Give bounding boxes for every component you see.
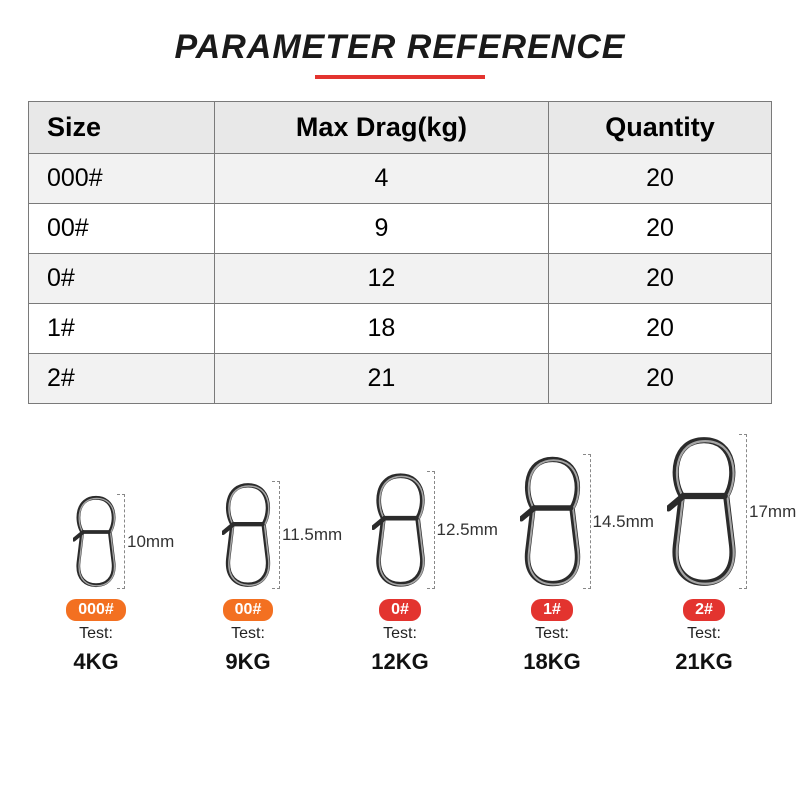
col-header-size: Size <box>29 102 215 154</box>
table-body: 000#42000#9200#12201#18202#2120 <box>29 154 772 404</box>
dimension-indicator: 11.5mm <box>270 481 280 589</box>
test-label: Test: <box>687 625 721 643</box>
snap-figure: 11.5mm <box>222 481 274 589</box>
dimension-bracket-icon <box>737 434 747 589</box>
dimension-label: 12.5mm <box>437 520 498 540</box>
test-value: 18KG <box>523 649 580 675</box>
cell-quantity: 20 <box>549 254 772 304</box>
dimension-bracket-icon <box>115 494 125 589</box>
snap-figure: 12.5mm <box>372 471 429 589</box>
dimension-label: 14.5mm <box>593 512 654 532</box>
size-badge: 1# <box>531 599 573 621</box>
test-label: Test: <box>231 625 265 643</box>
page: PARAMETER REFERENCE Size Max Drag(kg) Qu… <box>0 0 800 800</box>
col-header-quantity: Quantity <box>549 102 772 154</box>
product-item: 11.5mm 00# Test: 9KG <box>178 481 318 675</box>
product-item: 17mm 2# Test: 21KG <box>634 434 774 675</box>
dimension-label: 11.5mm <box>282 525 342 545</box>
cell-drag: 9 <box>214 204 548 254</box>
parameter-table: Size Max Drag(kg) Quantity 000#42000#920… <box>28 101 772 404</box>
dimension-indicator: 14.5mm <box>581 454 591 589</box>
dimension-indicator: 10mm <box>115 494 125 589</box>
snap-clip-icon <box>222 481 274 589</box>
cell-quantity: 20 <box>549 204 772 254</box>
cell-size: 2# <box>29 354 215 404</box>
snap-figure: 14.5mm <box>520 454 585 589</box>
cell-size: 1# <box>29 304 215 354</box>
product-item: 10mm 000# Test: 4KG <box>26 494 166 675</box>
cell-size: 00# <box>29 204 215 254</box>
table-row: 000#420 <box>29 154 772 204</box>
test-value: 12KG <box>371 649 428 675</box>
dimension-indicator: 17mm <box>737 434 747 589</box>
size-badge: 0# <box>379 599 421 621</box>
table-row: 0#1220 <box>29 254 772 304</box>
product-item: 14.5mm 1# Test: 18KG <box>482 454 622 675</box>
snap-clip-icon <box>73 494 119 589</box>
dimension-bracket-icon <box>581 454 591 589</box>
snap-figure: 17mm <box>667 434 741 589</box>
product-item: 12.5mm 0# Test: 12KG <box>330 471 470 675</box>
dimension-label: 17mm <box>749 502 796 522</box>
cell-drag: 21 <box>214 354 548 404</box>
size-badge: 2# <box>683 599 725 621</box>
test-value: 4KG <box>73 649 118 675</box>
parameter-table-wrap: Size Max Drag(kg) Quantity 000#42000#920… <box>0 79 800 404</box>
product-row: 10mm 000# Test: 4KG 11.5mm 00# Test: 9KG 12.5mm 0… <box>0 404 800 675</box>
test-value: 9KG <box>225 649 270 675</box>
title-block: PARAMETER REFERENCE <box>0 0 800 79</box>
test-label: Test: <box>383 625 417 643</box>
cell-drag: 12 <box>214 254 548 304</box>
table-row: 00#920 <box>29 204 772 254</box>
dimension-bracket-icon <box>425 471 435 589</box>
dimension-indicator: 12.5mm <box>425 471 435 589</box>
dimension-bracket-icon <box>270 481 280 589</box>
test-value: 21KG <box>675 649 732 675</box>
test-label: Test: <box>535 625 569 643</box>
dimension-label: 10mm <box>127 532 174 552</box>
cell-quantity: 20 <box>549 354 772 404</box>
snap-figure: 10mm <box>73 494 119 589</box>
test-label: Test: <box>79 625 113 643</box>
cell-size: 0# <box>29 254 215 304</box>
table-row: 1#1820 <box>29 304 772 354</box>
cell-size: 000# <box>29 154 215 204</box>
snap-clip-icon <box>667 434 741 589</box>
table-row: 2#2120 <box>29 354 772 404</box>
table-header-row: Size Max Drag(kg) Quantity <box>29 102 772 154</box>
col-header-drag: Max Drag(kg) <box>214 102 548 154</box>
cell-quantity: 20 <box>549 154 772 204</box>
size-badge: 00# <box>223 599 274 621</box>
snap-clip-icon <box>520 454 585 589</box>
cell-drag: 18 <box>214 304 548 354</box>
page-title: PARAMETER REFERENCE <box>0 28 800 67</box>
cell-quantity: 20 <box>549 304 772 354</box>
size-badge: 000# <box>66 599 126 621</box>
snap-clip-icon <box>372 471 429 589</box>
cell-drag: 4 <box>214 154 548 204</box>
